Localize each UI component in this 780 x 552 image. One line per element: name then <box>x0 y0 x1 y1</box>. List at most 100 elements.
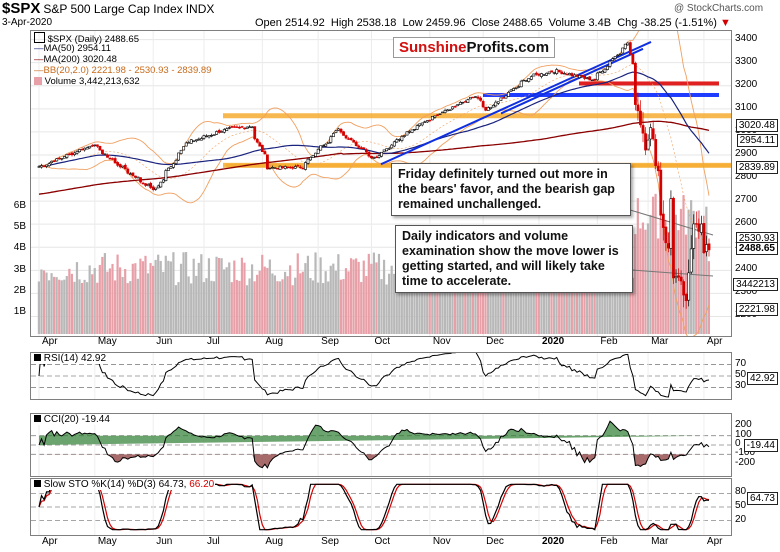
volume-bar <box>332 263 335 334</box>
volume-bar <box>136 278 139 334</box>
price-tick-label: 2400 <box>735 263 758 275</box>
candle-body <box>568 73 571 76</box>
candle-body <box>301 167 305 170</box>
volume-bar <box>591 260 594 334</box>
month-label: Apr <box>42 336 58 347</box>
month-label: Jul <box>206 536 220 547</box>
candle-body <box>557 69 561 73</box>
candle-body <box>666 243 670 249</box>
candle-body <box>349 137 353 141</box>
candle-body <box>403 135 406 137</box>
candle-body <box>430 116 434 121</box>
volume-bar <box>362 260 365 334</box>
volume-bar <box>131 263 134 334</box>
candle-body <box>372 157 376 159</box>
candle-body <box>73 152 76 155</box>
volume-bar <box>494 257 497 334</box>
volume-bar <box>316 282 320 334</box>
volume-value: 3.4B <box>588 17 612 29</box>
volume-bar <box>593 276 596 334</box>
month-label: Sep <box>321 536 339 547</box>
volume-bar <box>360 282 363 334</box>
candle-body <box>410 129 414 133</box>
candle-body <box>377 155 381 158</box>
candle-body <box>705 244 708 252</box>
volume-bar <box>119 267 122 334</box>
rsi-panel: RSI(14) 42.92 <box>30 352 732 400</box>
volume-bar <box>410 263 414 334</box>
candle-body <box>222 129 226 133</box>
volume-bar <box>682 195 685 334</box>
candle-body <box>281 166 285 168</box>
volume-bar <box>276 281 279 334</box>
volume-bar <box>162 271 165 334</box>
legend-volume: Volume 3,442,213,632 <box>34 76 140 87</box>
volume-bar <box>479 271 482 334</box>
volume-bar <box>558 277 561 334</box>
indicator-tick-label: 30 <box>735 380 747 392</box>
volume-bar <box>382 259 386 334</box>
volume-bar <box>37 281 40 334</box>
close-value: 2488.65 <box>502 17 543 29</box>
candle-body <box>75 151 79 154</box>
bb-lower-band <box>38 76 710 336</box>
candle-body <box>692 223 696 249</box>
volume-bar <box>164 255 167 334</box>
candle-body <box>240 126 244 128</box>
price-tick-label: 2300 <box>735 286 758 298</box>
volume-bar <box>537 275 540 334</box>
volume-bar <box>217 257 221 334</box>
volume-bar <box>139 258 142 334</box>
volume-bar <box>578 276 581 334</box>
candle-body <box>141 182 145 185</box>
candle-body <box>230 126 234 128</box>
candle-body <box>395 139 399 143</box>
watermark: @ StockCharts.com <box>674 3 764 14</box>
candle-body <box>443 110 447 113</box>
candle-body <box>385 148 389 152</box>
change-value: -38.25 (-1.51%) <box>640 17 717 29</box>
candle-body <box>433 115 437 118</box>
cci-legend-icon <box>34 415 41 422</box>
candle-body <box>304 162 307 170</box>
candle-body <box>70 152 74 156</box>
volume-bar <box>243 262 246 334</box>
volume-bar <box>45 272 48 334</box>
month-axis-price: Apr May Jun Jul Aug Sep Oct Nov Dec 2020 Feb Mar Apr <box>30 336 730 350</box>
candle-body <box>697 223 701 232</box>
volume-bar <box>418 260 421 334</box>
candle-body <box>314 152 318 157</box>
cci-title: CCI(20) -19.44 <box>33 414 111 425</box>
month-label: Nov <box>432 336 451 347</box>
candle-body <box>45 164 49 167</box>
candle-body <box>253 126 257 140</box>
volume-bar <box>349 258 353 334</box>
candle-body <box>669 198 673 249</box>
candle-body <box>573 74 576 78</box>
candle-body <box>654 139 658 166</box>
price-tag-bb_upper: 2839.89 <box>735 160 778 174</box>
volume-bar <box>116 254 119 334</box>
volume-bar <box>169 261 172 334</box>
volume-bar <box>601 252 604 334</box>
candle-body <box>463 101 467 103</box>
candle-body <box>679 276 683 282</box>
candle-body <box>441 111 444 114</box>
orange-support-zone <box>223 113 731 119</box>
volume-bar <box>124 268 127 334</box>
volume-bar <box>167 260 170 334</box>
price-tick-label: 3300 <box>735 55 758 67</box>
candle-body <box>606 66 609 70</box>
volume-bar <box>174 285 178 334</box>
candle-body <box>156 185 160 189</box>
candle-body <box>326 141 330 144</box>
candle-body <box>428 119 432 122</box>
sto-svg <box>31 479 731 535</box>
candle-body <box>484 106 488 111</box>
volume-bar <box>47 280 51 334</box>
candle-body <box>608 60 612 67</box>
candle-body <box>296 165 300 167</box>
legend-ma200: —MA(200) 3020.48 <box>34 54 117 65</box>
volume-tick-label: 2B <box>13 284 26 296</box>
month-label: Jul <box>206 336 220 347</box>
